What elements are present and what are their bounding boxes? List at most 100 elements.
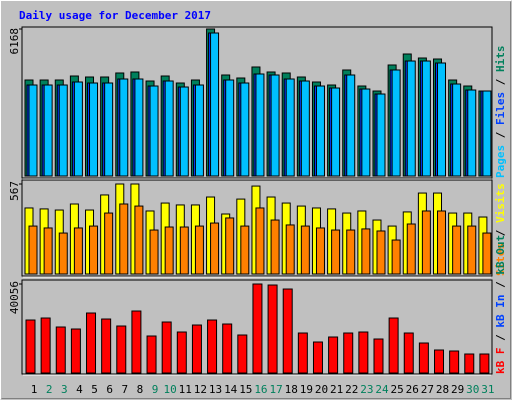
x-tick-label: 1 xyxy=(31,383,38,396)
bar xyxy=(282,288,293,374)
bar xyxy=(194,225,204,275)
bar xyxy=(73,81,83,177)
bar xyxy=(376,93,386,177)
x-tick-label: 14 xyxy=(224,383,238,396)
x-tick-label: 5 xyxy=(91,383,98,396)
x-tick-label: 27 xyxy=(421,383,434,396)
bar xyxy=(464,353,475,374)
bar xyxy=(421,60,431,177)
legend-entry: Hits xyxy=(494,46,507,73)
x-tick-label: 19 xyxy=(300,383,313,396)
y-tick-label: 6168 xyxy=(8,28,21,55)
bar xyxy=(28,84,38,177)
bar xyxy=(270,74,280,177)
bar xyxy=(421,210,431,275)
x-tick-label: 25 xyxy=(390,383,403,396)
bar xyxy=(194,84,204,177)
bar xyxy=(346,229,356,275)
x-tick-label: 16 xyxy=(254,383,267,396)
x-tick-label: 20 xyxy=(315,383,328,396)
x-tick-label: 17 xyxy=(269,383,282,396)
x-tick-label: 3 xyxy=(61,383,68,396)
bar xyxy=(315,85,325,177)
bar xyxy=(376,230,386,275)
x-tick-label: 29 xyxy=(451,383,464,396)
bar xyxy=(328,336,339,374)
bar xyxy=(179,86,189,177)
bar xyxy=(86,312,97,374)
bar xyxy=(43,227,53,275)
bar xyxy=(237,334,248,374)
bar xyxy=(403,332,414,374)
bar xyxy=(300,225,310,275)
bar xyxy=(161,321,172,374)
bar xyxy=(164,226,174,275)
legend-entry: Pages xyxy=(494,145,507,178)
bar xyxy=(361,88,371,177)
legend-entry: kB Out xyxy=(494,235,507,275)
x-tick-label: 24 xyxy=(375,383,389,396)
x-tick-label: 13 xyxy=(209,383,222,396)
bar xyxy=(346,74,356,177)
x-tick-label: 21 xyxy=(330,383,343,396)
legend-separator: / xyxy=(494,72,507,92)
x-tick-label: 12 xyxy=(194,383,207,396)
x-tick-label: 9 xyxy=(152,383,159,396)
bar xyxy=(240,82,250,177)
x-tick-label: 31 xyxy=(481,383,494,396)
bar xyxy=(391,69,401,177)
bar xyxy=(297,332,308,374)
bar xyxy=(240,225,250,275)
legend-separator: / xyxy=(494,328,507,348)
bar xyxy=(312,341,323,374)
x-tick-label: 2 xyxy=(46,383,53,396)
bar xyxy=(40,317,51,374)
legend-separator: / xyxy=(494,275,507,295)
bar xyxy=(131,310,142,374)
bar xyxy=(149,85,159,177)
bar xyxy=(28,225,38,275)
bar xyxy=(134,78,144,177)
bar xyxy=(149,229,159,275)
bar xyxy=(134,205,144,275)
x-tick-label: 8 xyxy=(137,383,144,396)
bar xyxy=(418,342,429,374)
legend: kB F / kB In / kB Out xyxy=(494,235,507,374)
bar xyxy=(331,87,341,177)
bar xyxy=(343,332,354,374)
bar xyxy=(70,328,81,374)
bar xyxy=(479,353,490,374)
legend-separator: / xyxy=(494,223,507,243)
bar xyxy=(255,207,265,275)
bar xyxy=(361,228,371,275)
bar xyxy=(467,225,477,275)
bar xyxy=(358,331,369,374)
bar xyxy=(179,226,189,275)
bar xyxy=(73,227,83,275)
legend-entry: kB F xyxy=(494,348,507,375)
bar xyxy=(43,84,53,177)
bar xyxy=(285,224,295,275)
bar xyxy=(222,323,233,374)
bar xyxy=(207,319,218,374)
bar xyxy=(191,324,202,374)
chart-title: Daily usage for December 2017 xyxy=(19,9,211,22)
bar xyxy=(437,62,447,177)
bar xyxy=(467,89,477,177)
bar xyxy=(452,83,462,177)
bar xyxy=(482,232,492,275)
bar xyxy=(101,318,112,374)
y-tick-label: 567 xyxy=(8,181,21,201)
bar xyxy=(270,219,280,275)
x-tick-label: 30 xyxy=(466,383,479,396)
legend-entry: Files xyxy=(494,92,507,125)
x-tick-label: 23 xyxy=(360,383,373,396)
x-tick-label: 7 xyxy=(121,383,128,396)
bar xyxy=(210,32,220,177)
bar xyxy=(331,229,341,275)
bar xyxy=(255,73,265,177)
bar xyxy=(176,331,187,374)
bar xyxy=(482,90,492,177)
